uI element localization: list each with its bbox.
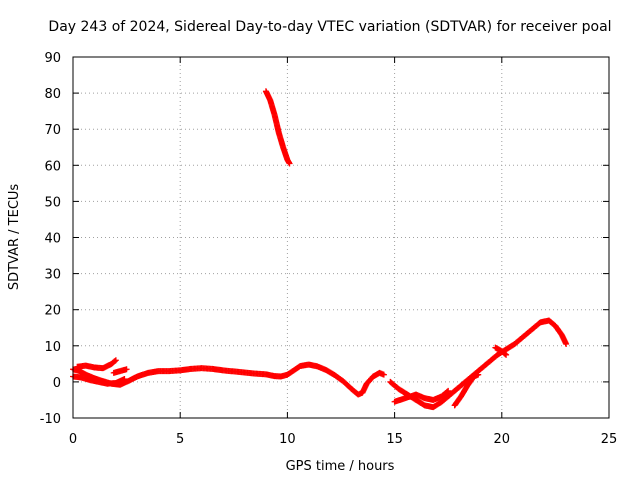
x-tick-label: 5 (176, 432, 184, 447)
y-axis-label: SDTVAR / TECUs (7, 184, 22, 291)
x-tick-label: 25 (601, 432, 618, 447)
data-point (502, 351, 509, 358)
y-tick-label: 0 (53, 376, 61, 391)
y-tick-label: 70 (44, 123, 61, 138)
chart-title: Day 243 of 2024, Sidereal Day-to-day VTE… (48, 19, 611, 35)
y-tick-label: 60 (44, 159, 61, 174)
data-point (563, 340, 570, 347)
data-point (380, 371, 387, 378)
y-tick-label: 90 (44, 51, 61, 66)
y-tick-label: 40 (44, 232, 61, 247)
axis-ticks (72, 56, 610, 419)
y-tick-label: 80 (44, 87, 61, 102)
x-tick-label: 15 (386, 432, 403, 447)
y-tick-label: 20 (44, 304, 61, 319)
x-tick-label: 20 (494, 432, 511, 447)
data-point (123, 366, 130, 373)
y-tick-labels: -10 0 10 20 30 40 50 60 70 80 90 (40, 51, 61, 427)
data-point (475, 371, 482, 378)
y-tick-label: 30 (44, 268, 61, 283)
grid-lines (73, 57, 609, 418)
data-point (112, 357, 119, 364)
data-point (444, 388, 451, 395)
x-tick-labels: 0 5 10 15 20 25 (69, 432, 617, 447)
y-tick-label: -10 (40, 412, 61, 427)
data-point (445, 387, 452, 394)
data-points (70, 88, 570, 411)
y-tick-label: 50 (44, 195, 61, 210)
x-axis-label: GPS time / hours (286, 459, 395, 474)
data-point (112, 357, 119, 364)
x-tick-label: 10 (279, 432, 296, 447)
x-tick-label: 0 (69, 432, 77, 447)
data-point (121, 376, 128, 383)
data-point (286, 160, 293, 167)
y-tick-label: 10 (44, 340, 61, 355)
data-point (503, 351, 510, 358)
